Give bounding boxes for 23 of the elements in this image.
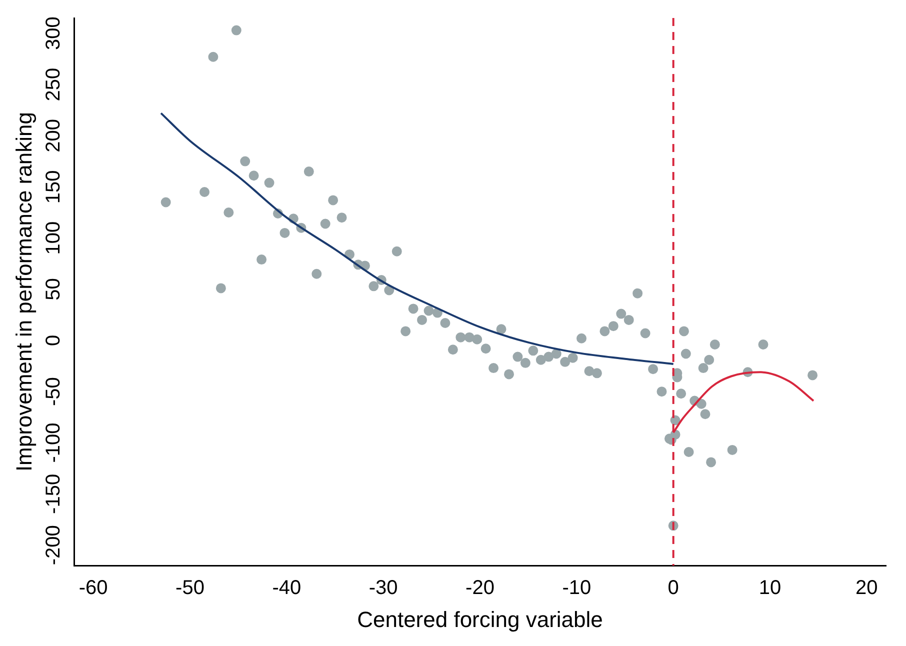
x-axis-title: Centered forcing variable (357, 606, 603, 632)
x-tick-label: -20 (466, 577, 494, 600)
y-tick-label: 100 (42, 221, 65, 255)
y-tick-label: 200 (42, 119, 65, 152)
x-tick-label: -60 (78, 577, 108, 600)
x-tick-label: -50 (176, 577, 204, 600)
x-tick-label: -40 (272, 577, 302, 600)
x-tick-label: -10 (562, 577, 592, 600)
x-tick-label: 20 (856, 577, 878, 600)
x-tick-label: 0 (668, 577, 679, 600)
y-tick-label: -50 (42, 377, 65, 406)
y-tick-label: 0 (42, 334, 65, 346)
y-tick-label: 250 (42, 68, 65, 102)
y-tick-label: 150 (42, 170, 65, 204)
line-series (160, 112, 674, 365)
y-tick-label: -200 (42, 525, 65, 566)
y-tick-label: -100 (42, 422, 65, 463)
y-tick-label: 300 (42, 16, 65, 50)
y-axis-title: Improvement in performance ranking (11, 112, 36, 472)
x-tick-label: -30 (368, 577, 398, 600)
x-tick-label: 10 (758, 577, 782, 600)
y-tick-label: -150 (42, 474, 65, 514)
y-tick-label: 50 (42, 278, 65, 300)
